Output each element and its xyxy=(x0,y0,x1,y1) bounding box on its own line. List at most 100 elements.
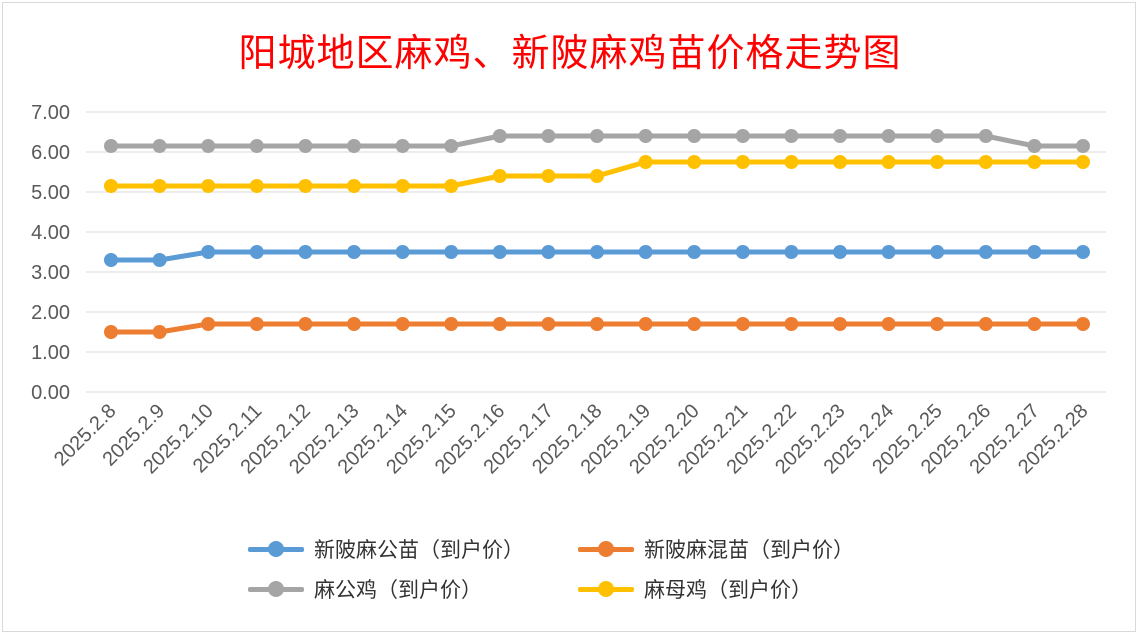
data-point xyxy=(784,129,799,143)
y-tick-label: 5.00 xyxy=(31,182,70,204)
data-point xyxy=(687,129,702,143)
data-point xyxy=(735,129,750,143)
data-point xyxy=(492,317,507,331)
data-point xyxy=(492,129,507,143)
data-point xyxy=(735,245,750,259)
data-point xyxy=(298,179,313,193)
data-point xyxy=(784,245,799,259)
data-point xyxy=(201,245,216,259)
data-point xyxy=(541,169,556,183)
data-point xyxy=(249,139,264,153)
data-point xyxy=(347,245,361,259)
data-point xyxy=(347,317,361,331)
data-point xyxy=(492,245,507,259)
data-point xyxy=(104,253,118,267)
data-point xyxy=(1076,155,1090,169)
legend-swatch-icon xyxy=(578,539,634,559)
legend-label: 麻公鸡（到户价） xyxy=(314,578,482,602)
data-point xyxy=(249,179,264,193)
data-point xyxy=(347,179,361,193)
y-tick-label: 7.00 xyxy=(31,102,70,124)
chart-title: 阳城地区麻鸡、新陂麻鸡苗价格走势图 xyxy=(238,31,902,75)
data-point xyxy=(201,179,216,193)
data-point xyxy=(1027,245,1042,259)
data-point xyxy=(201,139,216,153)
data-point xyxy=(395,317,410,331)
data-point xyxy=(687,317,702,331)
data-point xyxy=(687,155,702,169)
legend-label: 新陂麻公苗（到户价） xyxy=(314,538,524,562)
data-point xyxy=(395,179,410,193)
y-tick-label: 3.00 xyxy=(31,262,70,284)
data-point xyxy=(492,169,507,183)
data-point xyxy=(978,245,993,259)
data-point xyxy=(590,317,604,331)
data-point xyxy=(638,317,653,331)
data-point xyxy=(541,317,556,331)
data-point xyxy=(638,155,653,169)
data-point xyxy=(784,317,799,331)
data-point xyxy=(249,245,264,259)
data-point xyxy=(104,179,118,193)
data-point xyxy=(978,317,993,331)
data-point xyxy=(590,169,604,183)
data-point xyxy=(152,253,167,267)
data-point xyxy=(590,245,604,259)
legend-item-rooster: 麻公鸡（到户价） xyxy=(248,572,482,606)
data-point xyxy=(930,245,945,259)
legend-swatch-icon xyxy=(248,579,304,599)
y-tick-label: 0.00 xyxy=(31,382,70,404)
y-tick-label: 4.00 xyxy=(31,222,70,244)
data-point xyxy=(638,129,653,143)
data-point xyxy=(833,317,847,331)
data-point xyxy=(735,155,750,169)
data-point xyxy=(298,139,313,153)
y-tick-label: 2.00 xyxy=(31,302,70,324)
data-point xyxy=(784,155,799,169)
data-point xyxy=(104,139,118,153)
data-point xyxy=(978,129,993,143)
data-point xyxy=(541,129,556,143)
data-point xyxy=(444,139,459,153)
legend-label: 麻母鸡（到户价） xyxy=(644,578,812,602)
data-point xyxy=(152,139,167,153)
data-point xyxy=(590,129,604,143)
data-point xyxy=(152,179,167,193)
data-point xyxy=(638,245,653,259)
data-point xyxy=(881,245,896,259)
y-tick-label: 1.00 xyxy=(31,342,70,364)
legend-item-male-chick: 新陂麻公苗（到户价） xyxy=(248,532,524,566)
data-point xyxy=(444,317,459,331)
data-point xyxy=(881,155,896,169)
data-point xyxy=(1027,317,1042,331)
data-point xyxy=(298,245,313,259)
data-point xyxy=(687,245,702,259)
data-point xyxy=(735,317,750,331)
data-point xyxy=(833,245,847,259)
data-point xyxy=(104,325,118,339)
legend-label: 新陂麻混苗（到户价） xyxy=(644,538,854,562)
data-point xyxy=(395,139,410,153)
data-point xyxy=(1076,139,1090,153)
data-point xyxy=(444,245,459,259)
data-point xyxy=(298,317,313,331)
data-point xyxy=(444,179,459,193)
data-point xyxy=(347,139,361,153)
data-point xyxy=(930,155,945,169)
data-point xyxy=(881,317,896,331)
data-point xyxy=(541,245,556,259)
data-point xyxy=(1076,245,1090,259)
legend-swatch-icon xyxy=(248,539,304,559)
data-point xyxy=(833,129,847,143)
legend-item-mixed-chick: 新陂麻混苗（到户价） xyxy=(578,532,854,566)
data-point xyxy=(1027,155,1042,169)
data-point xyxy=(930,129,945,143)
y-tick-label: 6.00 xyxy=(31,142,70,164)
legend-item-hen: 麻母鸡（到户价） xyxy=(578,572,812,606)
data-point xyxy=(978,155,993,169)
data-point xyxy=(395,245,410,259)
legend-swatch-icon xyxy=(578,579,634,599)
data-point xyxy=(201,317,216,331)
